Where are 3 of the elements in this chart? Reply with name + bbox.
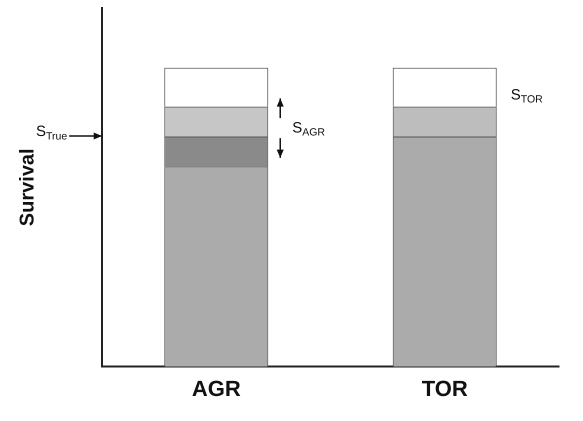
y-axis-title: Survival [16,148,39,226]
x-tick-label: TOR [422,376,468,401]
x-tick-label: AGR [192,376,241,401]
